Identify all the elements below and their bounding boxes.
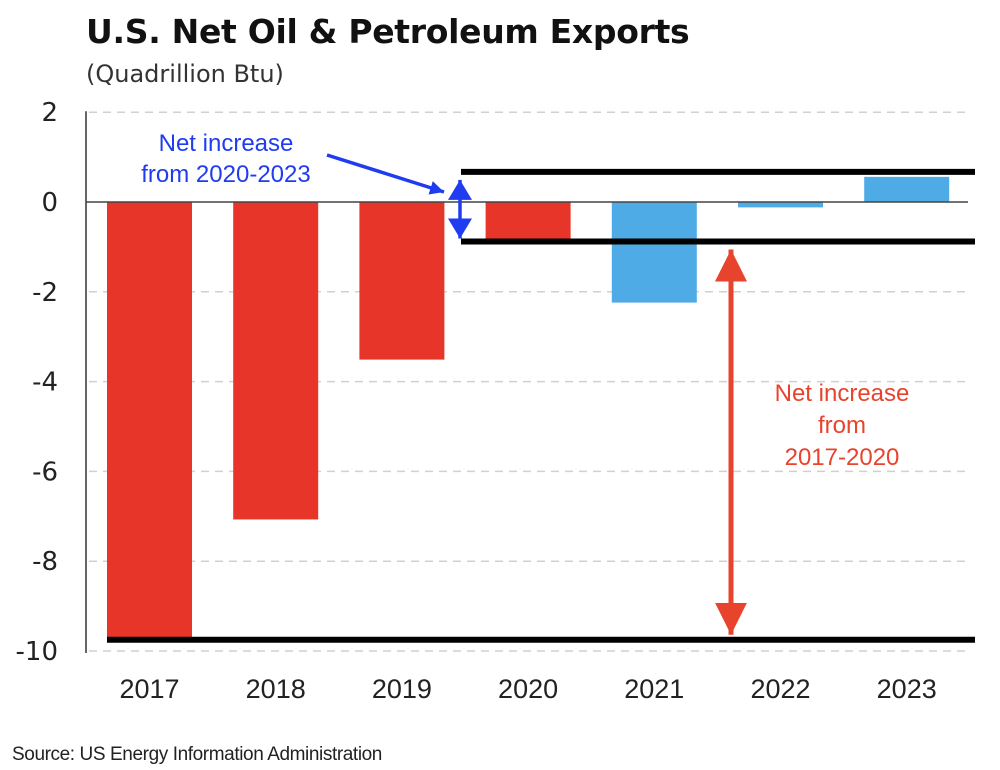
bar-2023 bbox=[864, 176, 950, 202]
red-annotation-line: from bbox=[818, 412, 866, 439]
y-tick-label: -2 bbox=[32, 278, 58, 308]
x-axis: 2017 2018 2019 2020 2021 2022 2023 bbox=[119, 674, 936, 704]
bars bbox=[86, 176, 968, 640]
bar-2018 bbox=[233, 202, 319, 520]
bar-2017 bbox=[107, 202, 192, 640]
chart-subtitle: (Quadrillion Btu) bbox=[86, 60, 284, 88]
x-tick-label: 2020 bbox=[498, 674, 558, 704]
chart-title: U.S. Net Oil & Petroleum Exports bbox=[86, 12, 690, 51]
blue-annotation-line: Net increase bbox=[159, 130, 294, 157]
y-tick-label: -6 bbox=[32, 457, 58, 487]
red-annotation-line: Net increase bbox=[775, 380, 910, 407]
x-tick-label: 2023 bbox=[877, 674, 937, 704]
y-tick-label: -10 bbox=[16, 637, 58, 667]
blue-annotation-line: from 2020-2023 bbox=[141, 161, 310, 188]
x-tick-label: 2018 bbox=[246, 674, 306, 704]
blue-annotation-label: Net increase from 2020-2023 bbox=[141, 130, 310, 188]
bar-2020 bbox=[485, 202, 571, 241]
bar-2022 bbox=[738, 202, 823, 208]
blue-pointer-arrow bbox=[326, 153, 445, 195]
bar-2021 bbox=[611, 202, 697, 303]
annotations: Net increase from 2020-2023 Net increase fr… bbox=[141, 130, 909, 635]
source-note: Source: US Energy Information Administra… bbox=[12, 744, 382, 765]
y-axis: 2 0 -2 -4 -6 -8 -10 bbox=[16, 98, 87, 667]
x-tick-label: 2022 bbox=[750, 674, 810, 704]
y-tick-label: -4 bbox=[32, 368, 58, 398]
x-tick-label: 2019 bbox=[372, 674, 432, 704]
red-annotation-line: 2017-2020 bbox=[785, 444, 900, 471]
y-tick-label: 2 bbox=[41, 98, 58, 128]
gridlines bbox=[89, 111, 968, 652]
x-tick-label: 2017 bbox=[119, 674, 179, 704]
y-tick-label: 0 bbox=[41, 188, 58, 218]
reference-lines bbox=[107, 168, 975, 643]
x-tick-label: 2021 bbox=[624, 674, 684, 704]
bar-2019 bbox=[359, 202, 445, 360]
red-annotation-label: Net increase from 2017-2020 bbox=[775, 380, 910, 471]
y-tick-label: -8 bbox=[32, 547, 58, 577]
